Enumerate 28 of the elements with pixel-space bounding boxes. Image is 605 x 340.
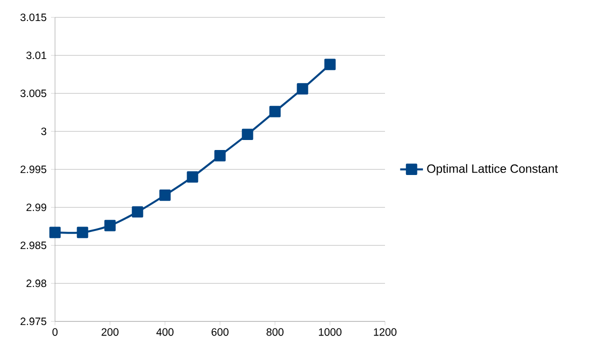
- y-tick-label: 2.995: [20, 166, 46, 174]
- y-tick-label: 2.975: [20, 318, 46, 326]
- y-tick-label: 3.005: [20, 90, 46, 98]
- point: [132, 206, 144, 218]
- point: [242, 128, 254, 140]
- y-tick-label: 3: [41, 128, 46, 136]
- x-tick-label: 200: [102, 328, 118, 336]
- y-tick-label: 2.98: [26, 280, 46, 288]
- x-tick-label: 400: [156, 328, 174, 336]
- y-tick-label: 3.01: [26, 52, 46, 60]
- y-tick-label: 3.015: [20, 14, 46, 22]
- x-tick-label: 1000: [318, 328, 342, 336]
- point: [49, 226, 61, 238]
- point: [296, 83, 308, 94]
- point: [159, 190, 171, 201]
- x-tick-label: 600: [212, 328, 228, 336]
- y-tick-label: 2.99: [26, 204, 46, 212]
- legend-label: Optimal Lattice Constant: [427, 164, 558, 176]
- point: [269, 106, 281, 118]
- point: [104, 220, 116, 232]
- x-tick-label: 1200: [374, 328, 396, 336]
- point: [186, 171, 198, 183]
- x-tick-label: 800: [266, 328, 284, 336]
- x-tick-label: 0: [52, 328, 58, 336]
- point: [324, 58, 336, 70]
- point: [214, 150, 226, 162]
- y-tick-label: 2.985: [20, 242, 46, 250]
- point: [76, 226, 88, 238]
